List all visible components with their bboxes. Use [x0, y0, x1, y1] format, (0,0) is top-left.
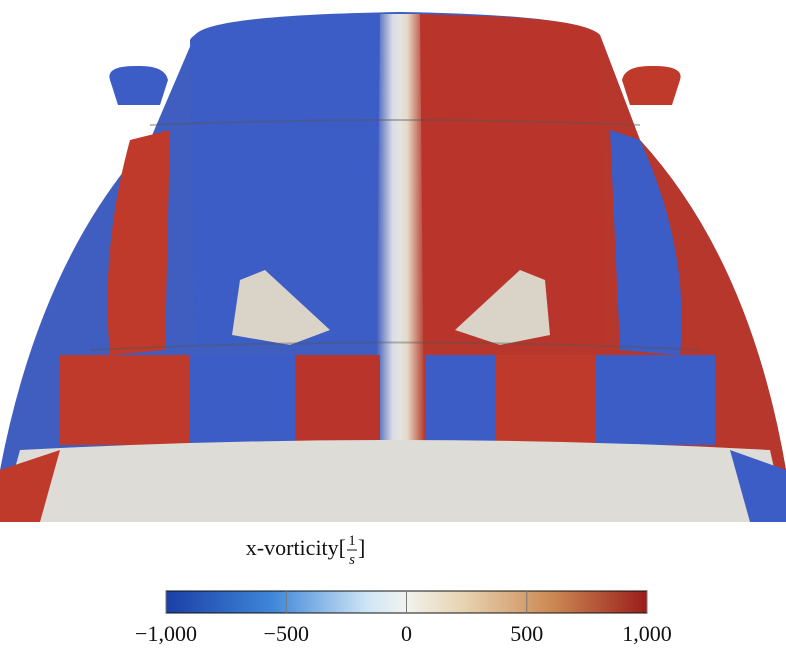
tick-label: −1,000 [135, 621, 197, 646]
vorticity-visualization [0, 12, 786, 522]
tick-label: −500 [264, 621, 309, 646]
colorbar-label-numerator: 1 [348, 533, 356, 549]
colorbar-ticks: −1,000 −500 0 500 1,000 [135, 591, 672, 646]
tick-label: 500 [510, 621, 543, 646]
colorbar-label-prefix: x-vorticity[ [246, 535, 346, 560]
colorbar-label-suffix: ] [358, 535, 365, 560]
tick-label: 1,000 [622, 621, 672, 646]
tick-label: 0 [401, 621, 412, 646]
colorbar-label-denominator: s [349, 552, 355, 568]
